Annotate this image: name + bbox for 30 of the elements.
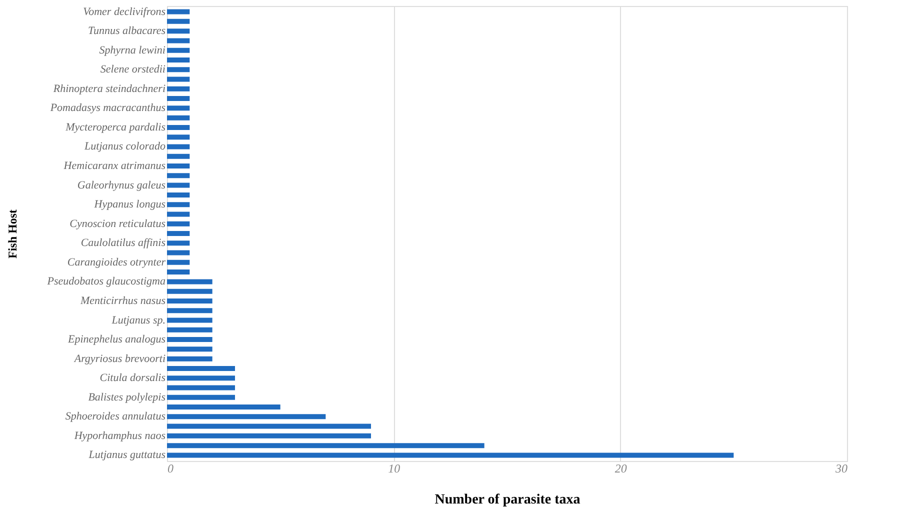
x-tick-label: 30: [834, 462, 848, 476]
y-tick-label: Sphyrna lewini: [99, 44, 166, 56]
y-tick-label: Pomadasys macracanthus: [49, 102, 166, 114]
y-tick-label: Lutjanus sp.: [110, 314, 166, 326]
x-tick-label: 0: [168, 462, 174, 476]
y-tick-label: Vomer declivifrons: [83, 6, 166, 18]
y-tick-label: Menticirrhus nasus: [79, 294, 166, 307]
y-tick-label: Sphoeroides annulatus: [65, 410, 166, 423]
y-tick-label: Rhinoptera steindachneri: [52, 82, 166, 95]
y-tick-label: Epinephelus analogus: [67, 334, 166, 346]
y-tick-label: Hyporhamphus naos: [73, 430, 166, 442]
y-tick-label: Citula dorsalis: [100, 372, 166, 384]
y-tick-label: Lutjanus colorado: [84, 140, 166, 153]
y-tick-label: Tunnus albacares: [88, 25, 166, 38]
y-tick-label: Hemicaranx atrimanus: [62, 160, 166, 172]
y-tick-label: Pseudobatos glaucostigma: [46, 276, 166, 288]
x-tick-label: 20: [614, 462, 627, 476]
y-tick-label: Cynoscion reticulatus: [70, 218, 166, 230]
y-axis-title: Fish Host: [5, 209, 20, 259]
y-tick-label: Galeorhynus galeus: [77, 179, 166, 192]
x-axis-title: Number of parasite taxa: [434, 492, 580, 508]
y-tick-label: Caulolatilus affinis: [80, 237, 166, 250]
y-tick-label: Carangioides otrynter: [67, 256, 166, 268]
y-tick-label: Lutjanus guttatus: [88, 449, 166, 462]
y-tick-label: Argyriosus brevoorti: [73, 352, 166, 365]
y-tick-label: Hypanus longus: [93, 198, 166, 211]
y-tick-label: Selene orstedii: [100, 64, 166, 76]
y-tick-label: Mycteroperca pardalis: [64, 121, 166, 134]
x-tick-label: 10: [388, 462, 400, 476]
y-tick-label: Balistes polylepis: [88, 391, 166, 404]
